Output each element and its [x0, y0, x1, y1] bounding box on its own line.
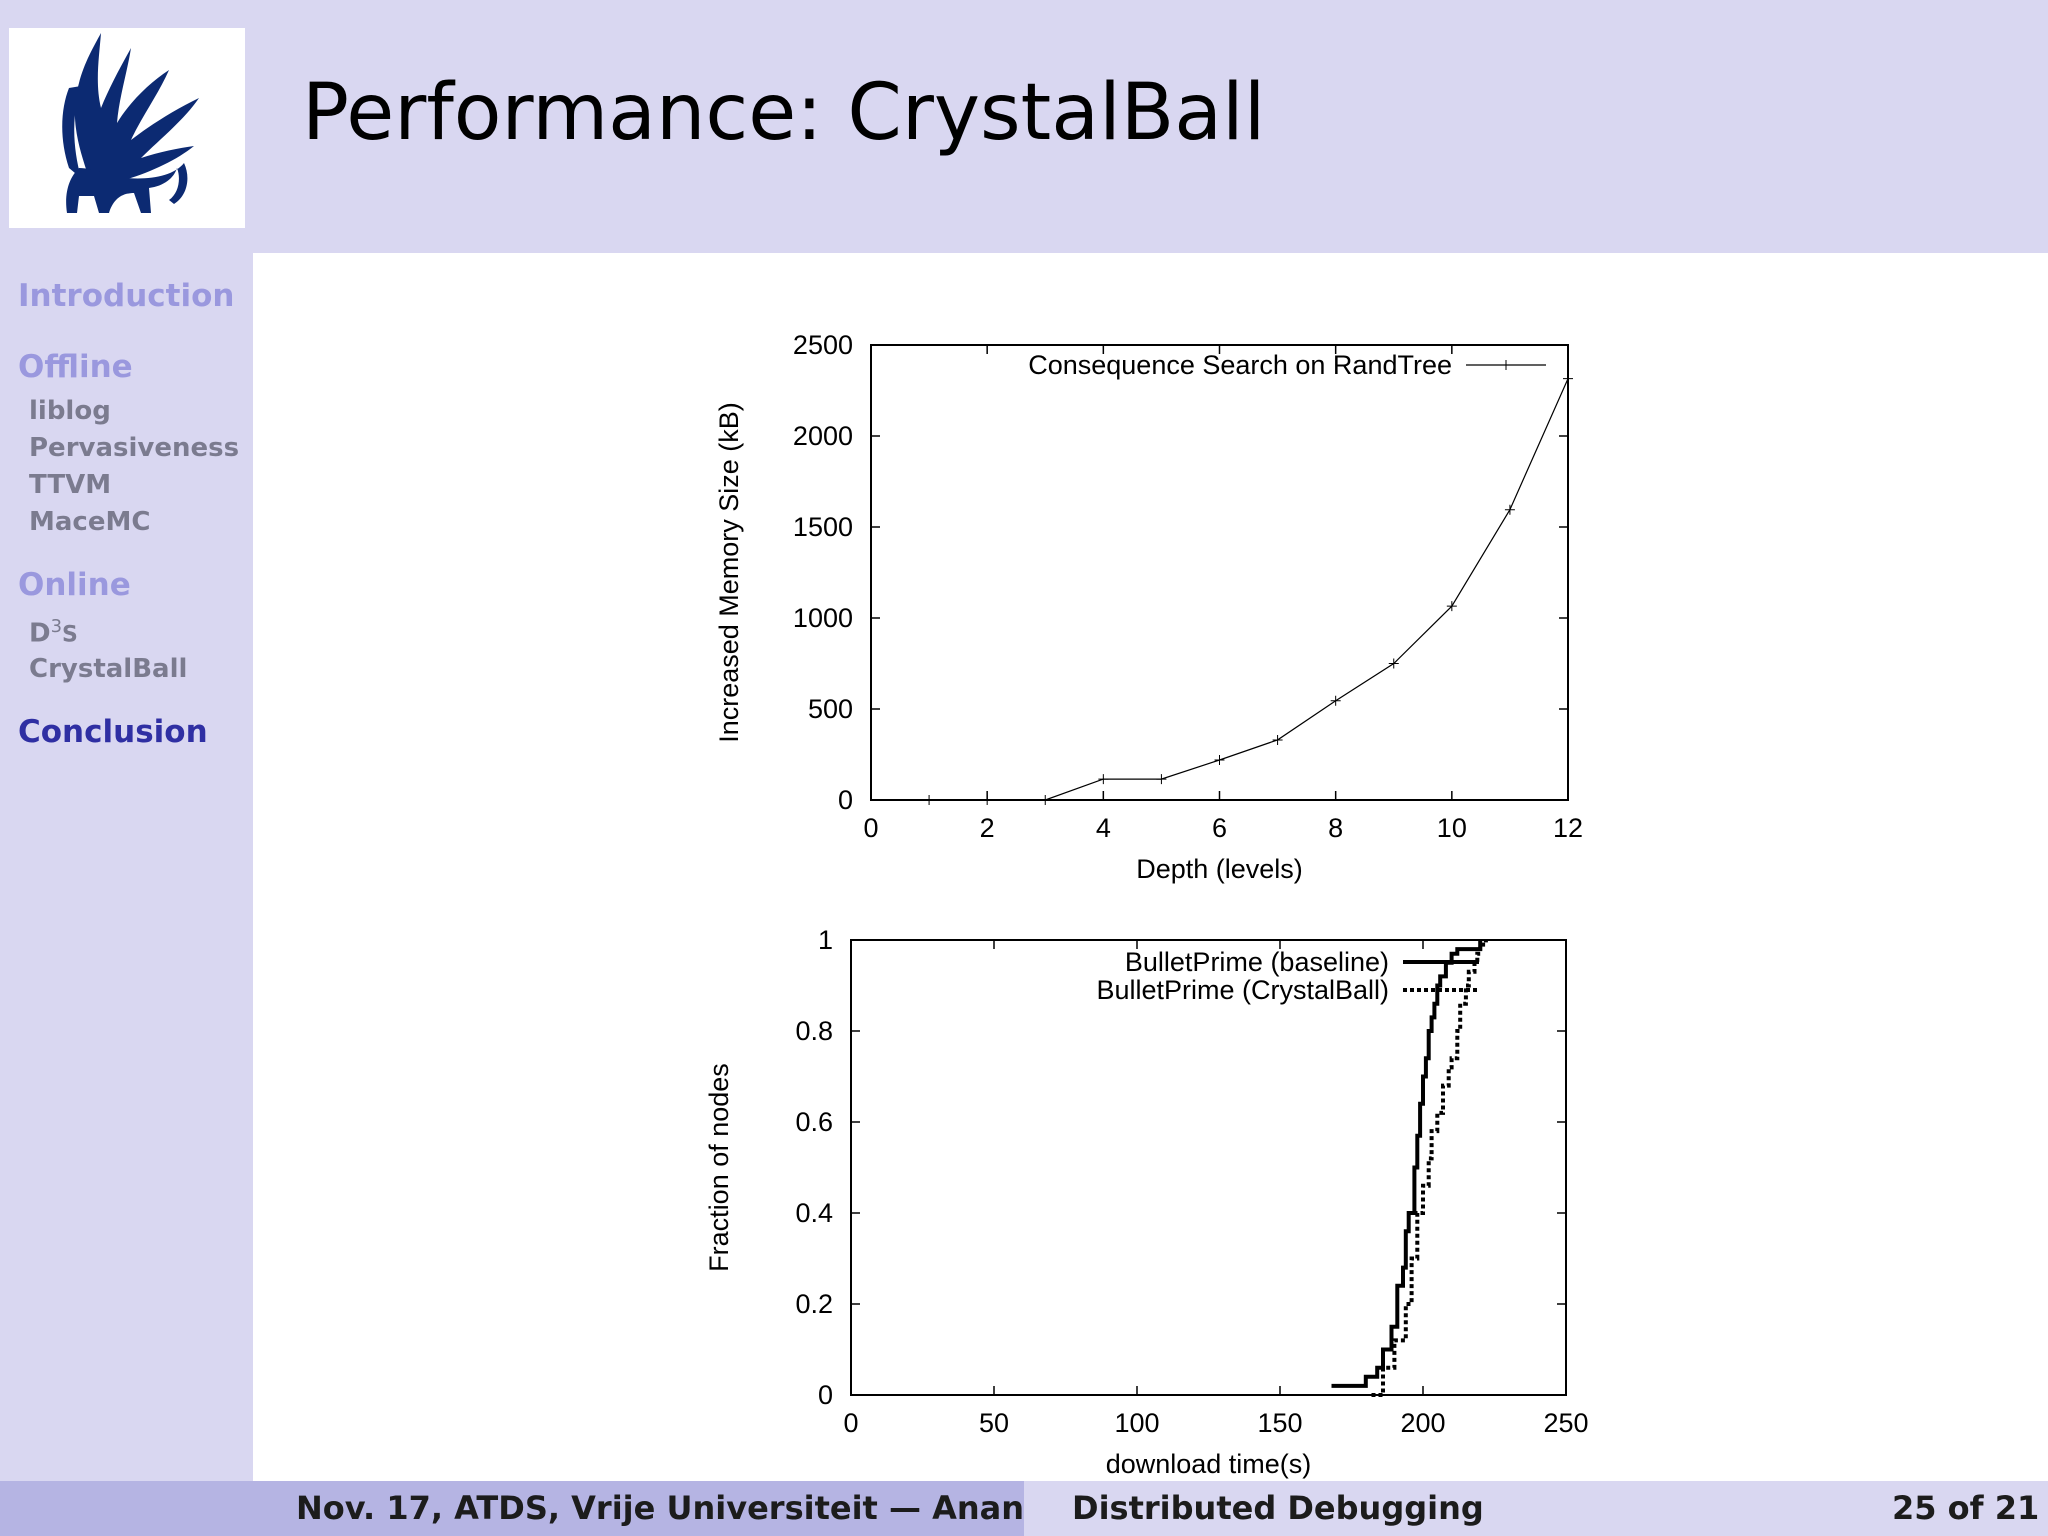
memory-vs-depth-chart: 0 2 4 6 8 10 12 0 500 1000 1500 2000 2500 Depth (leve…: [714, 330, 1583, 884]
data-point-marker: [1272, 734, 1283, 745]
download-time-cdf-chart: 0 50 100 150 200 250 0 0.2 0.4 0.6 0.8 1 download ti…: [704, 925, 1589, 1479]
x-tick-label: 10: [1437, 813, 1467, 843]
plot-frame: [850, 939, 1567, 1396]
data-point-marker: [1214, 754, 1225, 765]
d3s-tail: S: [62, 622, 78, 648]
footer-right-panel: Distributed Debugging 25 of 21: [1024, 1481, 2048, 1536]
y-tick-label: 2000: [793, 421, 853, 451]
x-tick-label: 12: [1553, 813, 1583, 843]
d3s-superscript: 3: [50, 616, 63, 637]
data-point-marker: [1388, 658, 1399, 669]
footer-talk-title: Distributed Debugging: [1072, 1489, 1484, 1527]
y-tick-label: 1500: [793, 512, 853, 542]
sidebar-item-macemc[interactable]: MaceMC: [29, 507, 151, 537]
y-tick-label: 0.8: [795, 1016, 833, 1046]
sidebar-section-introduction[interactable]: Introduction: [18, 278, 235, 314]
x-tick-label: 8: [1328, 813, 1343, 843]
sidebar-item-liblog[interactable]: liblog: [29, 396, 111, 426]
sidebar-nav: Introduction Offline liblog Pervasivenes…: [0, 253, 253, 1481]
griffin-logo-icon: [62, 33, 199, 213]
sidebar-item-pervasiveness[interactable]: Pervasiveness: [29, 433, 240, 463]
x-tick-label: 4: [1096, 813, 1111, 843]
y-tick-label: 0.4: [795, 1198, 833, 1228]
sidebar-item-crystalball[interactable]: CrystalBall: [29, 654, 188, 684]
data-point-marker: [924, 795, 935, 805]
university-logo: [9, 28, 245, 228]
header-bar: Performance: CrystalBall: [0, 0, 2048, 253]
d3s-base: D: [29, 618, 51, 649]
data-point-marker: [1156, 774, 1167, 785]
x-tick-label: 250: [1543, 1408, 1588, 1438]
y-axis-label: Fraction of nodes: [704, 1063, 734, 1272]
y-tick-label: 0: [838, 785, 853, 815]
y-tick-label: 500: [808, 694, 853, 724]
legend-label-2: BulletPrime (CrystalBall): [1096, 975, 1389, 1005]
footer-page-number: 25 of 21: [1892, 1489, 2040, 1527]
legend-label-1: BulletPrime (baseline): [1125, 947, 1389, 977]
legend-label-1: Consequence Search on RandTree: [1028, 350, 1452, 380]
sidebar-section-online[interactable]: Online: [18, 567, 131, 603]
x-tick-label: 0: [843, 1408, 858, 1438]
page-title: Performance: CrystalBall: [302, 68, 1266, 158]
y-tick-label: 2500: [793, 330, 853, 360]
x-tick-label: 0: [863, 813, 878, 843]
data-point-marker: [1098, 774, 1109, 785]
x-tick-label: 2: [980, 813, 995, 843]
series-line-1: [1331, 940, 1483, 1388]
data-point-marker: [1446, 601, 1457, 612]
data-point-marker: [1330, 695, 1341, 706]
series-line-2: [1371, 940, 1488, 1397]
x-tick-label: 6: [1212, 813, 1227, 843]
data-point-marker: [1504, 504, 1515, 515]
y-tick-label: 0: [818, 1380, 833, 1410]
sidebar-section-offline[interactable]: Offline: [18, 349, 133, 385]
x-axis-label: Depth (levels): [1136, 854, 1303, 884]
sidebar-section-conclusion[interactable]: Conclusion: [18, 714, 208, 750]
data-point-marker: [982, 795, 993, 805]
y-tick-label: 1: [818, 925, 833, 955]
x-tick-label: 100: [1114, 1408, 1159, 1438]
y-tick-label: 1000: [793, 603, 853, 633]
plot-frame: [870, 344, 1569, 801]
x-tick-label: 150: [1257, 1408, 1302, 1438]
data-point-marker: [1040, 795, 1051, 805]
data-point-marker: [1563, 373, 1573, 384]
x-axis-label: download time(s): [1106, 1449, 1312, 1479]
y-tick-label: 0.6: [795, 1107, 833, 1137]
x-tick-label: 200: [1400, 1408, 1445, 1438]
footer-author-info: Nov. 17, ATDS, Vrije Universiteit — Anan…: [296, 1489, 1040, 1527]
sidebar-item-d3s[interactable]: D3S: [29, 616, 78, 649]
y-tick-label: 0.2: [795, 1289, 833, 1319]
x-tick-label: 50: [979, 1408, 1009, 1438]
series-line-1: [929, 378, 1569, 801]
footer-left-panel: Nov. 17, ATDS, Vrije Universiteit — Anan…: [0, 1481, 1039, 1536]
footer-bar: Nov. 17, ATDS, Vrije Universiteit — Anan…: [0, 1481, 2048, 1536]
sidebar-item-ttvm[interactable]: TTVM: [29, 470, 112, 500]
y-axis-label: Increased Memory Size (kB): [714, 402, 744, 743]
